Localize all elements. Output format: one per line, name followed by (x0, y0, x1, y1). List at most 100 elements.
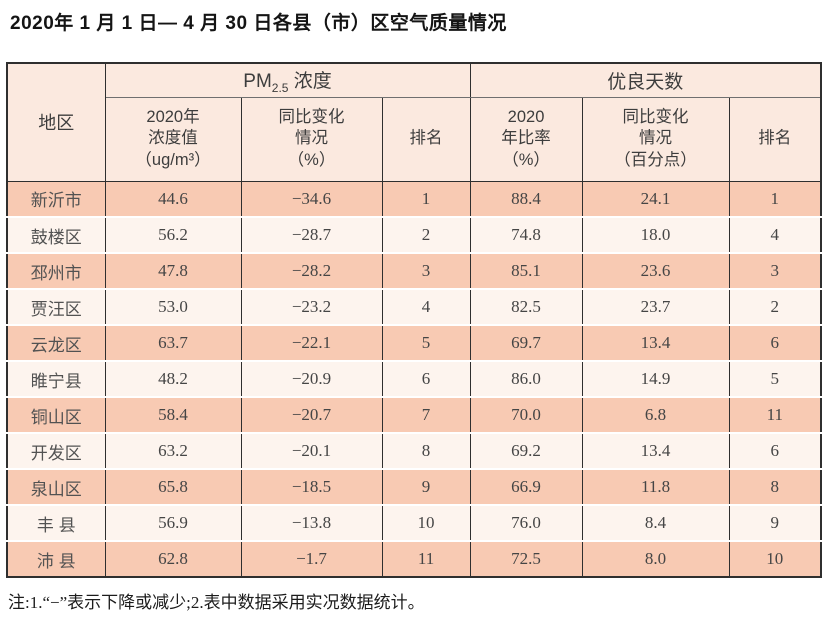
table-row: 丰 县 56.9 −13.8 10 76.0 8.4 9 (6, 505, 822, 542)
good-rank-cell: 3 (728, 253, 822, 290)
pm-rank-cell: 3 (381, 253, 471, 290)
pm-change-cell: −18.5 (240, 469, 383, 506)
page-title: 2020年 1 月 1 日— 4 月 30 日各县（市）区空气质量情况 (10, 13, 507, 34)
pm-value-cell: 62.8 (104, 541, 242, 577)
column-header-pm-rank: 排名 (381, 97, 471, 182)
pm-change-cell: −13.8 (240, 505, 383, 542)
table-row: 云龙区 63.7 −22.1 5 69.7 13.4 6 (6, 325, 822, 362)
table-row: 开发区 63.2 −20.1 8 69.2 13.4 6 (6, 433, 822, 470)
header-sub-row: 2020年 浓度值 （ug/m³） 同比变化 情况 （%） 排名 2020 年比… (7, 97, 822, 182)
good-rate-cell: 86.0 (469, 361, 583, 398)
column-group-good-days: 优良天数 (469, 63, 822, 98)
pm-change-cell: −28.2 (240, 253, 383, 290)
good-rank-cell: 4 (728, 217, 822, 254)
pm-rank-cell: 4 (381, 289, 471, 326)
pm-rank-cell: 11 (381, 541, 471, 577)
pm-rank-cell: 2 (381, 217, 471, 254)
good-change-cell: 13.4 (581, 325, 730, 362)
region-cell: 铜山区 (6, 397, 106, 434)
pm-rank-cell: 6 (381, 361, 471, 398)
header-group-row: 地区 PM2.5 浓度 优良天数 (6, 63, 822, 182)
table-row: 新沂市 44.6 −34.6 1 88.4 24.1 1 (6, 181, 822, 218)
good-rank-cell: 10 (728, 541, 822, 577)
pm-label-subscript: 2.5 (271, 80, 289, 95)
pm-change-cell: −23.2 (240, 289, 383, 326)
pm-value-cell: 56.2 (104, 217, 242, 254)
good-change-cell: 13.4 (581, 433, 730, 470)
pm-change-cell: −28.7 (240, 217, 383, 254)
region-cell: 丰 县 (6, 505, 106, 542)
pm-rank-cell: 9 (381, 469, 471, 506)
pm-rank-cell: 7 (381, 397, 471, 434)
good-rank-cell: 9 (728, 505, 822, 542)
table-row: 鼓楼区 56.2 −28.7 2 74.8 18.0 4 (6, 217, 822, 254)
region-cell: 开发区 (6, 433, 106, 470)
pm-rank-cell: 5 (381, 325, 471, 362)
table-row: 睢宁县 48.2 −20.9 6 86.0 14.9 5 (6, 361, 822, 398)
column-header-pm-value: 2020年 浓度值 （ug/m³） (104, 97, 242, 182)
table-header: 地区 PM2.5 浓度 优良天数 2020年 浓度值 （ug/m³） 同比变化 … (6, 63, 822, 182)
good-change-cell: 14.9 (581, 361, 730, 398)
good-change-cell: 23.7 (581, 289, 730, 326)
good-rate-cell: 76.0 (469, 505, 583, 542)
good-rank-cell: 6 (728, 433, 822, 470)
air-quality-table: 地区 PM2.5 浓度 优良天数 2020年 浓度值 （ug/m³） 同比变化 … (6, 62, 823, 578)
good-rate-cell: 74.8 (469, 217, 583, 254)
table-row: 邳州市 47.8 −28.2 3 85.1 23.6 3 (6, 253, 822, 290)
pm-change-cell: −22.1 (240, 325, 383, 362)
pm-change-cell: −20.1 (240, 433, 383, 470)
region-cell: 鼓楼区 (6, 217, 106, 254)
good-rate-cell: 88.4 (469, 181, 583, 218)
good-rate-cell: 66.9 (469, 469, 583, 506)
table-row: 沛 县 62.8 −1.7 11 72.5 8.0 10 (6, 541, 822, 577)
good-rank-cell: 1 (728, 181, 822, 218)
region-cell: 贾汪区 (6, 289, 106, 326)
pm-value-cell: 56.9 (104, 505, 242, 542)
pm-rank-cell: 1 (381, 181, 471, 218)
good-change-cell: 18.0 (581, 217, 730, 254)
column-group-pm25: PM2.5 浓度 (104, 63, 471, 98)
pm-value-cell: 53.0 (104, 289, 242, 326)
pm-value-cell: 63.2 (104, 433, 242, 470)
region-cell: 沛 县 (6, 541, 106, 577)
pm-change-cell: −20.7 (240, 397, 383, 434)
pm-value-cell: 63.7 (104, 325, 242, 362)
good-rank-cell: 8 (728, 469, 822, 506)
good-rate-cell: 69.2 (469, 433, 583, 470)
pm-value-cell: 44.6 (104, 181, 242, 218)
good-rank-cell: 5 (728, 361, 822, 398)
region-cell: 云龙区 (6, 325, 106, 362)
pm-label-suffix: 浓度 (288, 70, 332, 92)
column-header-pm-change: 同比变化 情况 （%） (240, 97, 383, 182)
good-change-cell: 24.1 (581, 181, 730, 218)
table-row: 铜山区 58.4 −20.7 7 70.0 6.8 11 (6, 397, 822, 434)
table-row: 泉山区 65.8 −18.5 9 66.9 11.8 8 (6, 469, 822, 506)
region-cell: 邳州市 (6, 253, 106, 290)
pm-value-cell: 65.8 (104, 469, 242, 506)
table-row: 贾汪区 53.0 −23.2 4 82.5 23.7 2 (6, 289, 822, 326)
good-change-cell: 23.6 (581, 253, 730, 290)
pm-change-cell: −1.7 (240, 541, 383, 577)
good-change-cell: 6.8 (581, 397, 730, 434)
good-change-cell: 8.4 (581, 505, 730, 542)
good-rate-cell: 82.5 (469, 289, 583, 326)
good-rank-cell: 6 (728, 325, 822, 362)
good-change-cell: 11.8 (581, 469, 730, 506)
pm-label-prefix: PM (243, 70, 272, 92)
good-rate-cell: 70.0 (469, 397, 583, 434)
table-body: 新沂市 44.6 −34.6 1 88.4 24.1 1 鼓楼区 56.2 −2… (6, 181, 822, 577)
good-change-cell: 8.0 (581, 541, 730, 577)
good-rate-cell: 85.1 (469, 253, 583, 290)
footnote: 注:1.“−”表示下降或减少;2.表中数据采用实况数据统计。 (8, 593, 425, 612)
region-cell: 新沂市 (6, 181, 106, 218)
column-header-region: 地区 (6, 63, 106, 182)
good-rank-cell: 11 (728, 397, 822, 434)
pm-value-cell: 48.2 (104, 361, 242, 398)
region-cell: 泉山区 (6, 469, 106, 506)
pm-rank-cell: 8 (381, 433, 471, 470)
pm-rank-cell: 10 (381, 505, 471, 542)
region-cell: 睢宁县 (6, 361, 106, 398)
pm-value-cell: 58.4 (104, 397, 242, 434)
column-header-good-rate: 2020 年比率 （%） (469, 97, 583, 182)
